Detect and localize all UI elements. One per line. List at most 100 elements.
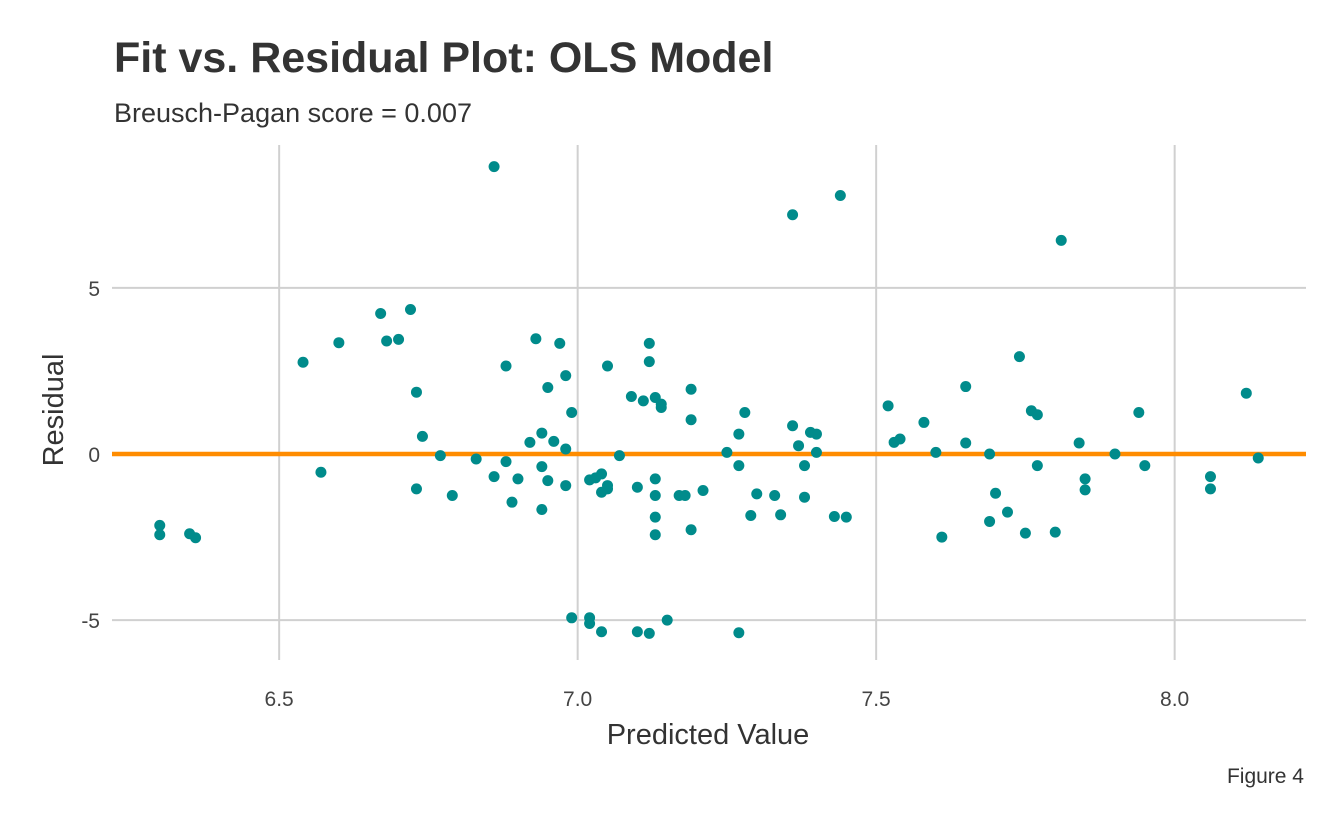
data-point <box>393 333 405 345</box>
data-point <box>637 395 649 407</box>
data-point <box>799 460 811 472</box>
data-point <box>542 475 554 487</box>
data-point <box>1204 483 1216 495</box>
data-point <box>333 337 345 349</box>
data-point <box>739 406 751 418</box>
data-point <box>661 614 673 626</box>
data-point <box>984 515 996 527</box>
data-point <box>1079 484 1091 496</box>
data-point <box>584 617 596 629</box>
data-point <box>1240 387 1252 399</box>
data-point <box>631 481 643 493</box>
data-point <box>315 466 327 478</box>
data-point <box>685 383 697 395</box>
data-point <box>745 509 757 521</box>
y-tick-label: 0 <box>88 444 100 467</box>
data-point <box>416 430 428 442</box>
data-point <box>936 531 948 543</box>
x-tick-label: 8.0 <box>1160 688 1189 711</box>
data-point <box>1031 409 1043 421</box>
data-point <box>918 416 930 428</box>
data-point <box>984 448 996 460</box>
data-point <box>1031 460 1043 472</box>
data-point <box>960 437 972 449</box>
data-point <box>697 485 709 497</box>
data-point <box>434 450 446 462</box>
data-point <box>512 473 524 485</box>
data-point <box>500 456 512 468</box>
data-point <box>1139 460 1151 472</box>
chart-title: Fit vs. Residual Plot: OLS Model <box>114 34 774 82</box>
data-point <box>602 360 614 372</box>
data-point <box>960 381 972 393</box>
data-point <box>381 335 393 347</box>
data-point <box>834 190 846 202</box>
data-point <box>560 480 572 492</box>
data-point <box>154 529 166 541</box>
data-point <box>542 382 554 394</box>
data-point <box>536 427 548 439</box>
data-point <box>793 440 805 452</box>
data-point <box>649 392 661 404</box>
data-point <box>1133 406 1145 418</box>
data-point <box>769 490 781 502</box>
data-point <box>930 446 942 458</box>
data-point <box>631 626 643 638</box>
data-point <box>1079 473 1091 485</box>
data-point <box>297 356 309 368</box>
data-point <box>643 337 655 349</box>
data-point <box>554 337 566 349</box>
data-point <box>840 511 852 523</box>
data-point <box>1055 234 1067 246</box>
x-axis-label: Predicted Value <box>607 719 810 751</box>
data-point <box>375 307 387 319</box>
data-point <box>649 473 661 485</box>
data-point <box>488 161 500 173</box>
data-point <box>536 461 548 473</box>
x-tick-label: 7.5 <box>862 688 891 711</box>
data-point <box>787 209 799 221</box>
data-point <box>596 468 608 480</box>
data-point <box>154 519 166 531</box>
x-tick-label: 6.5 <box>265 688 294 711</box>
figure-caption: Figure 4 <box>1226 765 1304 788</box>
data-point <box>566 406 578 418</box>
data-point <box>655 401 667 413</box>
data-point <box>1019 527 1031 539</box>
data-point <box>1013 351 1025 363</box>
data-point <box>799 491 811 503</box>
data-point <box>810 446 822 458</box>
data-point <box>560 370 572 382</box>
grid <box>112 145 1306 660</box>
data-point <box>625 391 637 403</box>
data-points <box>154 161 1264 639</box>
data-point <box>828 510 840 522</box>
data-point <box>560 443 572 455</box>
y-tick-label: 5 <box>88 278 100 301</box>
data-point <box>733 627 745 639</box>
data-point <box>733 460 745 472</box>
y-axis-label: Residual <box>38 354 70 467</box>
data-point <box>679 490 691 502</box>
data-point <box>470 453 482 465</box>
data-point <box>524 436 536 448</box>
data-point <box>685 414 697 426</box>
chart-subtitle: Breusch-Pagan score = 0.007 <box>114 98 472 128</box>
data-point <box>751 488 763 500</box>
data-point <box>410 386 422 398</box>
data-point <box>548 435 560 447</box>
data-point <box>733 428 745 440</box>
data-point <box>649 490 661 502</box>
data-point <box>649 511 661 523</box>
data-point <box>410 483 422 495</box>
data-point <box>613 450 625 462</box>
data-point <box>536 503 548 515</box>
data-point <box>596 626 608 638</box>
data-point <box>649 529 661 541</box>
data-point <box>775 509 787 521</box>
data-point <box>1109 448 1121 460</box>
data-point <box>685 524 697 536</box>
data-point <box>602 480 614 492</box>
data-point <box>190 532 202 544</box>
